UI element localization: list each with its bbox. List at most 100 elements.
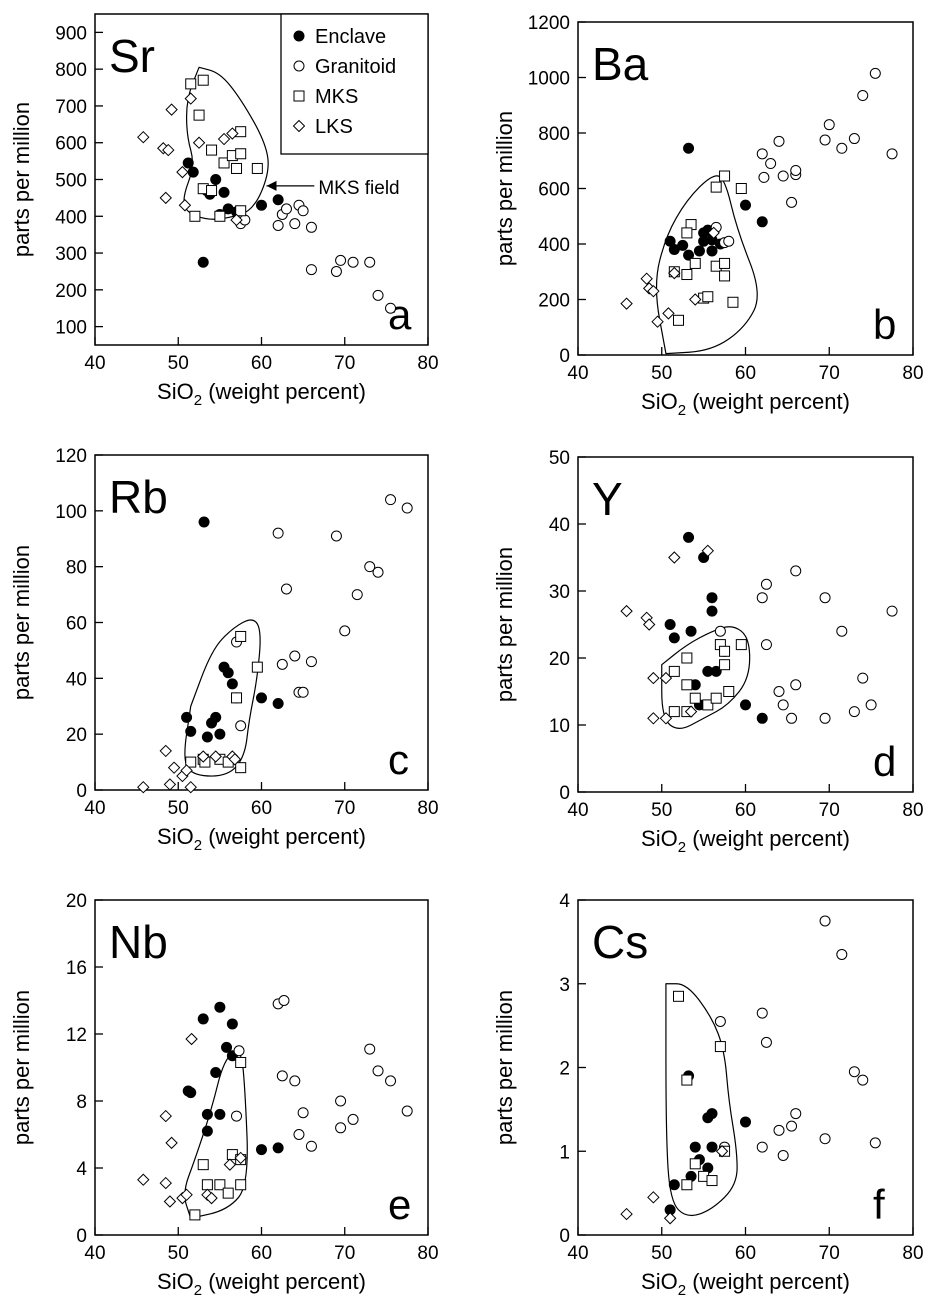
enclave-point [256,692,267,704]
series-mks [185,74,263,222]
x-tick-label: 80 [902,800,923,821]
granitoid-point [848,1066,860,1078]
element-symbol: Ba [592,38,649,90]
granitoid-point [777,170,789,182]
lks-point [176,165,189,179]
element-symbol: Sr [109,30,155,82]
lks-point [184,781,197,794]
enclave-point [214,728,226,740]
granitoid-point [330,265,342,277]
mks-point [235,148,247,160]
y-tick-label: 900 [55,23,87,44]
x-tick-label: 80 [902,363,923,384]
mks-point [714,1041,726,1053]
granitoid-point [289,218,301,230]
series-enclave [664,142,768,261]
series-granitoid [231,995,413,1152]
series-granitoid [231,494,413,732]
granitoid-point [714,1015,726,1027]
series-lks [620,544,715,725]
granitoid-point [305,1140,317,1152]
x-tick-label: 50 [651,363,672,384]
mks-point [251,661,263,673]
lks-point [217,132,231,146]
lks-point [230,213,243,227]
mks-point [673,314,684,326]
lks-point [223,1158,237,1171]
granitoid-point [280,583,292,595]
lks-point [707,226,720,240]
mks-point [206,185,218,197]
granitoid-point [272,219,284,231]
annotation-arrow-head [266,180,277,191]
y-tick-label: 0 [559,346,570,367]
x-tick-label: 70 [334,798,355,819]
enclave-point [226,1018,238,1030]
enclave-point [668,1179,680,1191]
series-lks [137,92,243,227]
granitoid-point [869,1137,881,1149]
enclave-point [693,245,705,257]
granitoid-point [790,1108,802,1120]
x-tick-label: 40 [567,800,588,821]
mks-point [231,162,243,174]
lks-point [647,671,660,685]
y-tick-label: 200 [538,291,570,312]
lks-point [159,1109,172,1123]
panel-letter: d [873,738,896,785]
enclave-point [272,1142,284,1154]
enclave-point [668,632,680,644]
mks-point [673,990,684,1002]
lks-point [647,712,660,725]
x-tick-label: 50 [651,1243,672,1264]
x-tick-label: 40 [84,1243,105,1264]
x-tick-label: 60 [251,1243,272,1264]
y-tick-label: 700 [55,97,87,118]
granitoid-point [790,164,802,176]
mks-field-annotation: MKS field [318,178,399,199]
granitoid-point [756,592,768,604]
granitoid-point [786,712,798,724]
panel-letter: c [388,736,409,783]
granitoid-point [351,589,363,601]
enclave-point [210,1067,222,1079]
granitoid-point [385,1075,397,1087]
mks-point [681,269,693,281]
granitoid-point [335,1122,347,1134]
lks-point [159,1176,172,1190]
x-tick-label: 60 [735,1243,756,1264]
granitoid-point [836,625,848,637]
x-tick-label: 80 [902,1243,923,1264]
enclave-point [710,665,722,677]
mks-point [681,652,693,664]
lks-point [205,1191,218,1205]
panel-letter: b [873,301,896,348]
y-tick-label: 1 [559,1142,570,1163]
granitoid-point [865,699,877,711]
lks-point [689,293,702,306]
granitoid-point [823,119,835,131]
y-tick-label: 30 [549,582,570,603]
mks-point [214,210,226,222]
enclave-point [181,711,193,723]
granitoid-point [335,254,347,266]
y-axis-label: parts per million [492,547,517,702]
granitoid-point [401,1105,413,1117]
legend: Enclave Granitoid MKS LKS [280,13,429,155]
lks-point [165,103,178,116]
x-tick-label: 80 [417,353,438,374]
granitoid-point [760,1036,772,1048]
lks-point [180,1188,193,1202]
lks-point [642,618,656,631]
enclave-point [683,142,695,154]
lks-point [684,705,698,718]
element-symbol: Cs [592,916,648,968]
mks-point [681,227,693,239]
y-tick-label: 400 [55,207,87,228]
series-lks [620,1145,729,1225]
mks-point [735,639,747,651]
granitoid-point [786,196,798,208]
mks-point [719,270,731,282]
enclave-point [218,186,230,198]
granitoid-point [401,502,413,514]
